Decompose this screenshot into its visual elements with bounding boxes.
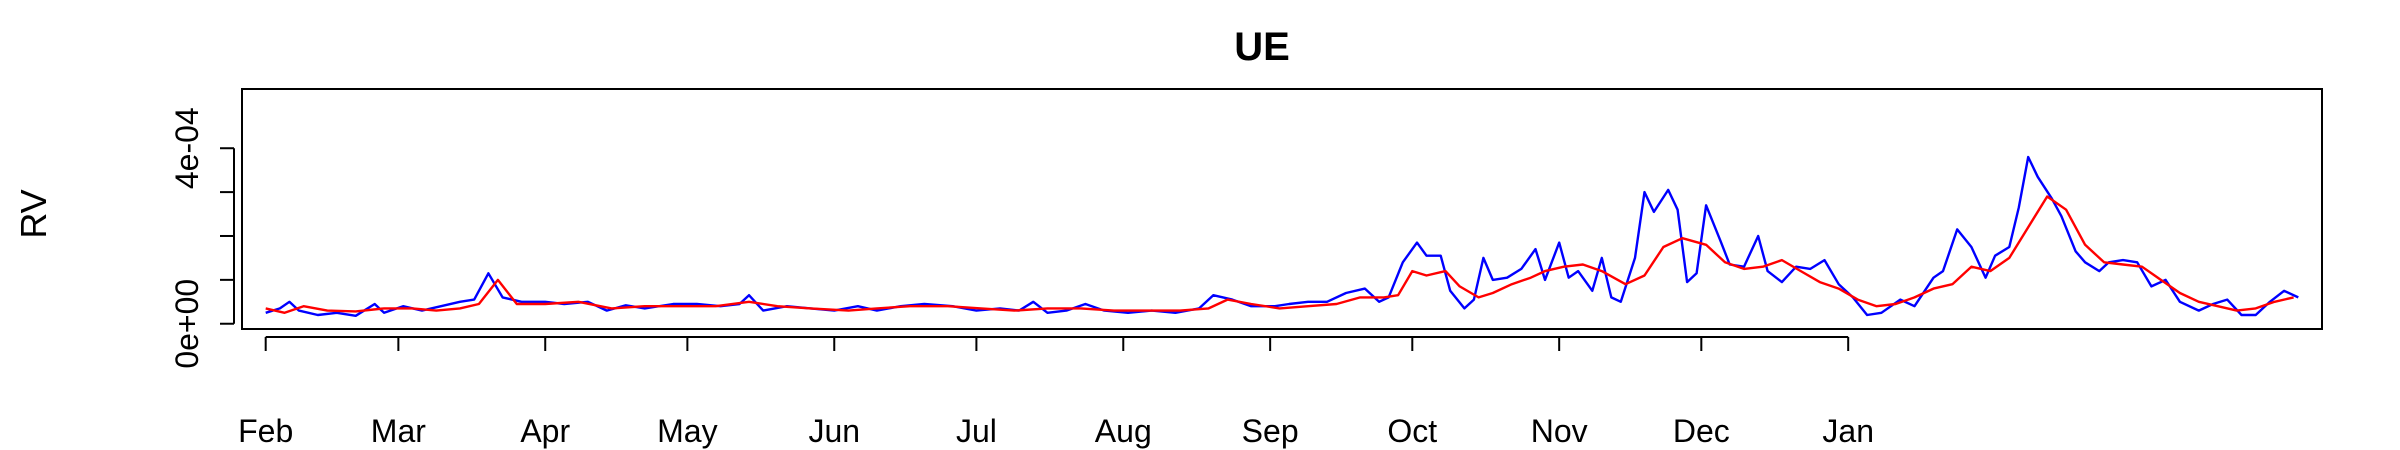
plot-frame	[241, 88, 2323, 330]
y-tick-label: 4e-04	[169, 107, 205, 189]
x-tick-label: Nov	[1531, 413, 1588, 449]
x-axis: Feb Mar Apr May Jun Jul Aug Sep Oct Nov Dec Jan	[238, 336, 1874, 449]
y-axis-label: RV	[13, 189, 54, 238]
x-tick-label: Feb	[238, 413, 293, 449]
x-tick-label: Sep	[1242, 413, 1299, 449]
chart-title: UE	[1234, 25, 1290, 69]
x-tick-label: Oct	[1387, 413, 1437, 449]
x-tick-label: Jul	[956, 413, 997, 449]
x-tick-label: May	[657, 413, 717, 449]
x-tick-label: Jan	[1822, 413, 1874, 449]
x-tick-label: Aug	[1095, 413, 1152, 449]
series-line-2	[265, 195, 2294, 314]
series-lines	[265, 155, 2299, 317]
x-tick-label: Dec	[1673, 413, 1730, 449]
y-axis: 0e+00 4e-04	[169, 107, 235, 369]
x-tick-label: Mar	[371, 413, 426, 449]
x-tick-label: Apr	[520, 413, 570, 449]
y-tick-label: 0e+00	[169, 279, 205, 369]
x-tick-label: Jun	[808, 413, 860, 449]
series-line-1	[265, 155, 2299, 317]
